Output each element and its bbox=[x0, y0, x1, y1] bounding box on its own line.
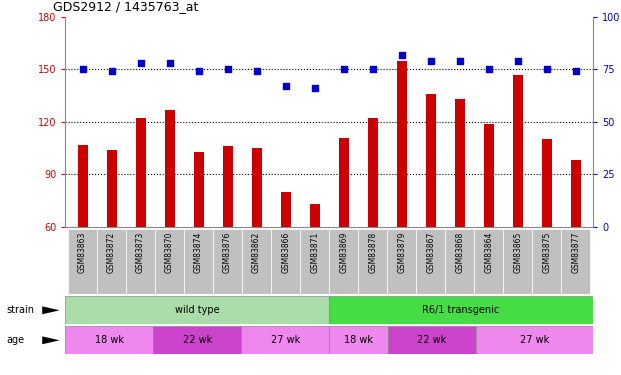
Bar bbox=[97, 229, 126, 294]
Text: GSM83873: GSM83873 bbox=[136, 232, 145, 273]
Bar bbox=[65, 326, 153, 354]
Bar bbox=[368, 118, 378, 227]
Point bbox=[252, 69, 261, 75]
Bar bbox=[512, 75, 523, 227]
Bar bbox=[281, 192, 291, 227]
Bar bbox=[153, 326, 241, 354]
Point bbox=[368, 66, 378, 72]
Text: R6/1 transgenic: R6/1 transgenic bbox=[422, 305, 500, 315]
Point bbox=[513, 58, 523, 64]
Bar bbox=[503, 229, 532, 294]
Text: GSM83874: GSM83874 bbox=[194, 232, 203, 273]
Point bbox=[194, 69, 204, 75]
Text: GSM83864: GSM83864 bbox=[484, 232, 493, 273]
Bar bbox=[476, 326, 593, 354]
Text: GSM83872: GSM83872 bbox=[107, 232, 116, 273]
Bar bbox=[184, 229, 213, 294]
Point bbox=[397, 52, 407, 58]
Text: GSM83862: GSM83862 bbox=[252, 232, 261, 273]
Bar bbox=[445, 229, 474, 294]
Text: GSM83876: GSM83876 bbox=[223, 232, 232, 273]
Bar bbox=[329, 296, 593, 324]
Text: 18 wk: 18 wk bbox=[344, 335, 373, 345]
Bar bbox=[532, 229, 561, 294]
Bar bbox=[126, 229, 155, 294]
Bar bbox=[222, 146, 233, 227]
Bar bbox=[329, 326, 388, 354]
Polygon shape bbox=[42, 336, 60, 344]
Bar bbox=[252, 148, 261, 227]
Text: 22 wk: 22 wk bbox=[417, 335, 446, 345]
Text: GSM83866: GSM83866 bbox=[281, 232, 290, 273]
Text: wild type: wild type bbox=[175, 305, 219, 315]
Text: 27 wk: 27 wk bbox=[271, 335, 300, 345]
Bar bbox=[241, 326, 329, 354]
Bar bbox=[474, 229, 503, 294]
Bar bbox=[542, 140, 551, 227]
Bar bbox=[135, 118, 146, 227]
Bar bbox=[338, 138, 349, 227]
Text: GSM83878: GSM83878 bbox=[368, 232, 377, 273]
Text: GSM83870: GSM83870 bbox=[165, 232, 174, 273]
Bar bbox=[388, 326, 476, 354]
Text: GSM83879: GSM83879 bbox=[397, 232, 406, 273]
Text: GSM83871: GSM83871 bbox=[310, 232, 319, 273]
Text: GSM83868: GSM83868 bbox=[455, 232, 464, 273]
Point bbox=[455, 58, 465, 64]
Point bbox=[223, 66, 233, 72]
Bar bbox=[455, 99, 465, 227]
Bar bbox=[300, 229, 329, 294]
Text: GSM83863: GSM83863 bbox=[78, 232, 87, 273]
Text: 22 wk: 22 wk bbox=[183, 335, 212, 345]
Bar bbox=[387, 229, 416, 294]
Bar bbox=[484, 124, 494, 227]
Point bbox=[107, 69, 117, 75]
Bar bbox=[561, 229, 590, 294]
Point bbox=[571, 69, 581, 75]
Bar bbox=[329, 229, 358, 294]
Bar bbox=[155, 229, 184, 294]
Text: GSM83877: GSM83877 bbox=[571, 232, 580, 273]
Bar bbox=[78, 145, 88, 227]
Bar bbox=[107, 150, 117, 227]
Text: 18 wk: 18 wk bbox=[94, 335, 124, 345]
Point bbox=[310, 85, 320, 91]
Text: GSM83867: GSM83867 bbox=[426, 232, 435, 273]
Text: 27 wk: 27 wk bbox=[520, 335, 549, 345]
Text: GSM83869: GSM83869 bbox=[339, 232, 348, 273]
Point bbox=[338, 66, 348, 72]
Bar bbox=[571, 160, 581, 227]
Bar bbox=[242, 229, 271, 294]
Bar bbox=[68, 229, 97, 294]
Text: strain: strain bbox=[6, 305, 34, 315]
Bar bbox=[309, 204, 320, 227]
Bar bbox=[425, 94, 436, 227]
Polygon shape bbox=[42, 306, 60, 314]
Bar bbox=[271, 229, 300, 294]
Bar bbox=[65, 296, 329, 324]
Bar bbox=[397, 61, 407, 227]
Text: GDS2912 / 1435763_at: GDS2912 / 1435763_at bbox=[53, 0, 198, 13]
Point bbox=[425, 58, 435, 64]
Point bbox=[484, 66, 494, 72]
Bar bbox=[416, 229, 445, 294]
Point bbox=[542, 66, 551, 72]
Text: GSM83875: GSM83875 bbox=[542, 232, 551, 273]
Point bbox=[281, 83, 291, 89]
Point bbox=[78, 66, 88, 72]
Point bbox=[135, 60, 145, 66]
Bar bbox=[213, 229, 242, 294]
Bar bbox=[165, 110, 175, 227]
Text: age: age bbox=[6, 335, 24, 345]
Point bbox=[165, 60, 175, 66]
Bar bbox=[194, 152, 204, 227]
Text: GSM83865: GSM83865 bbox=[513, 232, 522, 273]
Bar bbox=[358, 229, 387, 294]
